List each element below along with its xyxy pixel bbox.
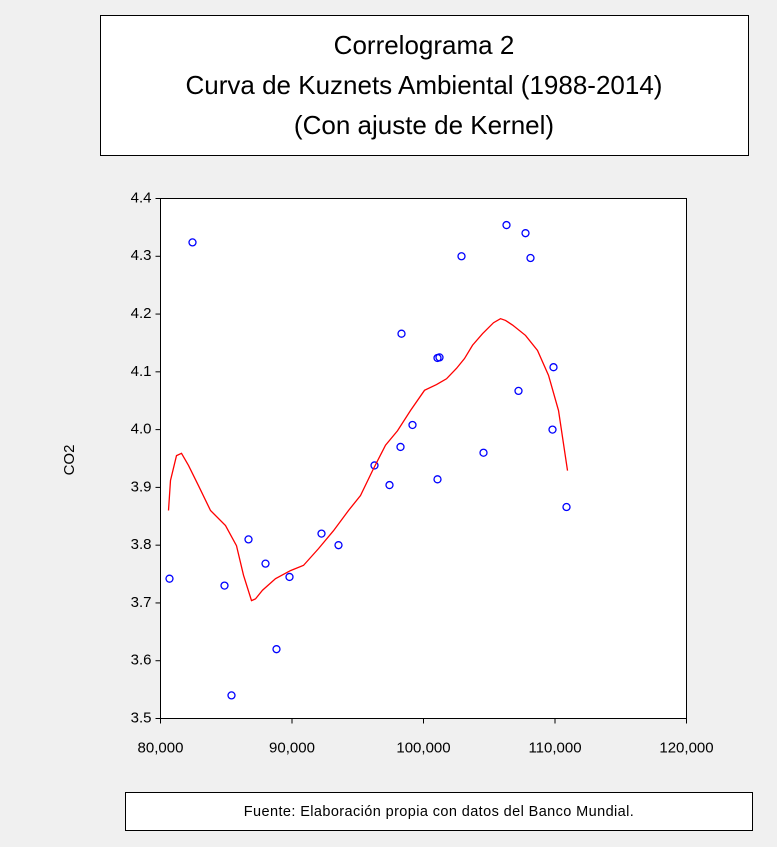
point bbox=[227, 691, 236, 700]
point bbox=[521, 229, 530, 238]
y-tick-label: 3.5 bbox=[131, 709, 152, 726]
point bbox=[433, 475, 442, 484]
point bbox=[479, 448, 488, 457]
y-tick-label: 4.1 bbox=[131, 363, 152, 380]
y-tick-label: 3.8 bbox=[131, 536, 152, 553]
point bbox=[165, 574, 174, 583]
point bbox=[548, 425, 557, 434]
point bbox=[526, 253, 535, 263]
x-tick-label: 120,000 bbox=[659, 739, 713, 756]
chart-title: Correlograma 2 bbox=[334, 30, 515, 60]
y-axis-label: CO2 bbox=[61, 445, 78, 476]
point bbox=[334, 541, 343, 550]
y-tick-label: 4.2 bbox=[131, 305, 152, 322]
point bbox=[408, 420, 417, 430]
point bbox=[502, 220, 511, 230]
chart-title: Curva de Kuznets Ambiental (1988-2014) bbox=[186, 70, 663, 100]
point bbox=[514, 386, 523, 396]
x-tick-label: 100,000 bbox=[396, 739, 450, 756]
y-tick-label: 3.9 bbox=[131, 478, 152, 495]
point bbox=[397, 329, 406, 338]
y-tick-label: 4.3 bbox=[131, 247, 152, 264]
y-tick-label: 3.6 bbox=[131, 652, 152, 669]
point bbox=[220, 581, 229, 590]
point bbox=[385, 480, 394, 490]
point bbox=[188, 238, 197, 247]
x-tick-label: 90,000 bbox=[269, 739, 315, 756]
point bbox=[562, 502, 571, 512]
x-tick-label: 80,000 bbox=[138, 739, 184, 756]
kernel-line bbox=[167, 317, 569, 602]
point bbox=[285, 572, 294, 582]
point bbox=[549, 363, 558, 372]
chart-title: (Con ajuste de Kernel) bbox=[294, 110, 554, 140]
point bbox=[317, 529, 326, 538]
point bbox=[435, 353, 444, 362]
y-tick-label: 4.4 bbox=[131, 189, 152, 206]
point bbox=[396, 442, 405, 452]
point bbox=[370, 461, 379, 470]
point bbox=[244, 535, 253, 544]
point bbox=[272, 645, 281, 654]
point bbox=[261, 559, 270, 568]
source-box bbox=[125, 792, 753, 831]
plot-area bbox=[160, 198, 687, 719]
y-tick-label: 3.7 bbox=[131, 594, 152, 611]
point bbox=[457, 252, 466, 261]
source-note: Fuente: Elaboración propia con datos del… bbox=[244, 804, 634, 820]
y-tick-label: 4.0 bbox=[131, 421, 152, 438]
title-box bbox=[100, 15, 749, 156]
x-tick-label: 110,000 bbox=[528, 739, 581, 756]
